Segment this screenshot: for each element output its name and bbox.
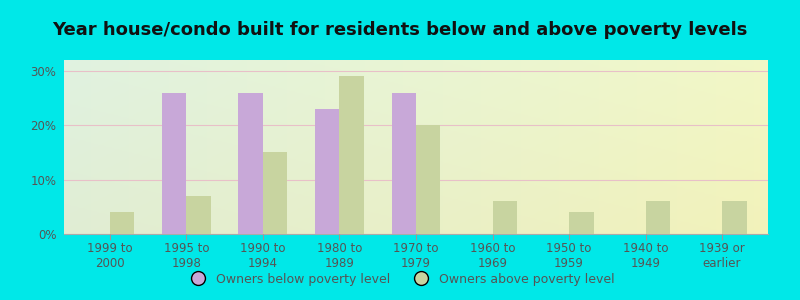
Bar [493,201,517,234]
Text: Year house/condo built for residents below and above poverty levels: Year house/condo built for residents bel… [52,21,748,39]
Bar [186,196,211,234]
Bar [416,125,441,234]
Bar [569,212,594,234]
Bar [646,201,670,234]
Bar [238,93,263,234]
Legend: Owners below poverty level, Owners above poverty level: Owners below poverty level, Owners above… [181,268,619,291]
Bar [391,93,416,234]
Bar [110,212,134,234]
Bar [162,93,186,234]
Bar [339,76,364,234]
Bar [315,109,339,234]
Bar [263,152,287,234]
Bar [722,201,746,234]
